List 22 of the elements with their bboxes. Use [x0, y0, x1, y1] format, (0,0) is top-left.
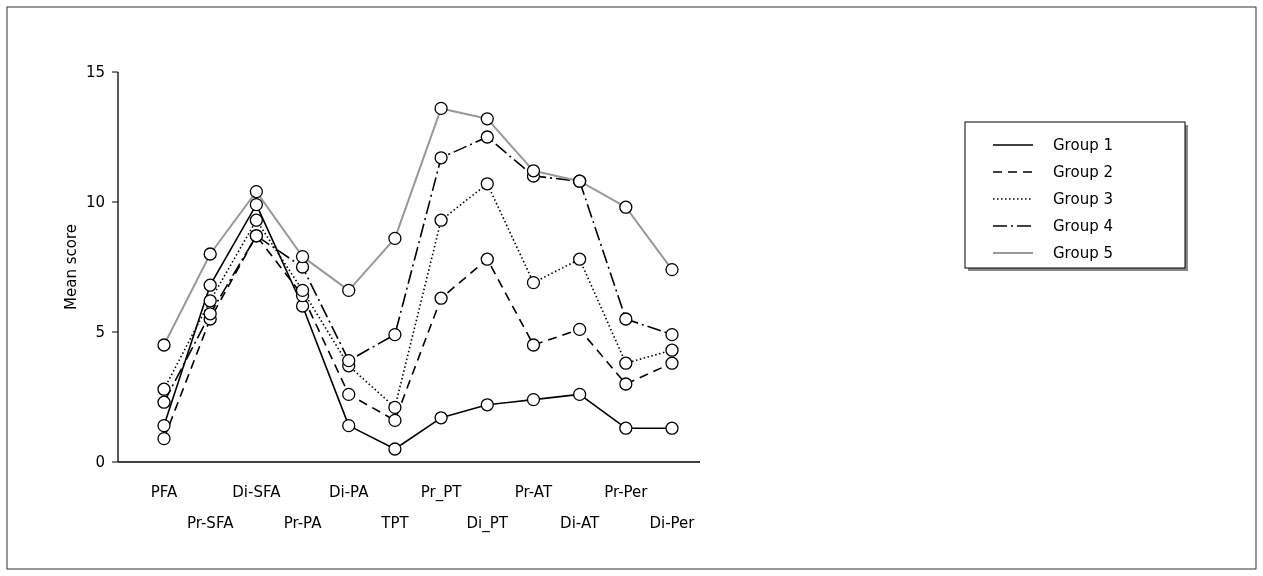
x-tick-label: Di-AT	[560, 514, 600, 532]
x-tick-label: Pr-Per	[604, 483, 649, 501]
y-tick-label: 0	[95, 453, 105, 472]
y-tick-label: 10	[85, 193, 105, 212]
y-tick-label: 5	[95, 323, 105, 342]
x-tick-label: Di_PT	[466, 514, 509, 533]
x-tick-label: Pr-PA	[283, 514, 323, 532]
x-tick-label: TPT	[380, 514, 410, 532]
x-tick-label: Di-SFA	[232, 483, 282, 501]
legend-label: Group 5	[1053, 244, 1113, 263]
legend-label: Group 1	[1053, 136, 1113, 155]
y-tick-label: 15	[85, 63, 105, 82]
x-tick-label: Di-Per	[649, 514, 696, 532]
x-tick-label: Di-PA	[328, 483, 370, 501]
y-axis-title: Mean score	[62, 224, 80, 310]
x-tick-label: Pr-AT	[514, 483, 553, 501]
x-tick-label: Pr-SFA	[186, 514, 235, 532]
legend-label: Group 3	[1053, 190, 1113, 209]
legend-label: Group 2	[1053, 163, 1113, 182]
x-tick-label: Pr_PT	[420, 483, 463, 502]
legend-label: Group 4	[1053, 217, 1113, 236]
x-tick-label: PFA	[150, 483, 179, 501]
